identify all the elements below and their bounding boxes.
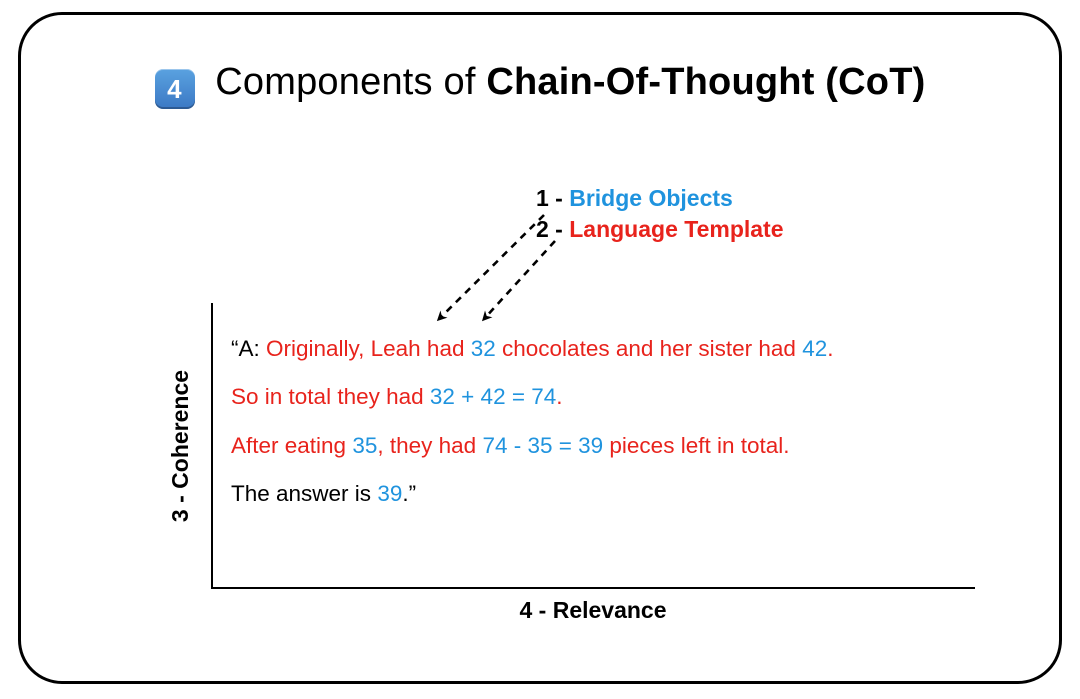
title-prefix: Components of [205, 61, 487, 103]
example-span: , they had [377, 433, 482, 458]
example-span: 32 + 42 = 74 [430, 384, 556, 409]
example-line: So in total they had 32 + 42 = 74. [231, 373, 961, 421]
example-line: “A: Originally, Leah had 32 chocolates a… [231, 325, 961, 373]
legend-2-num: 2 - [536, 216, 569, 242]
slide-frame: 4 Components of Chain-Of-Thought (CoT) 1… [18, 12, 1062, 684]
legend: 1 - Bridge Objects 2 - Language Template [536, 183, 784, 245]
keycap-4-icon: 4 [155, 69, 195, 109]
example-span: 35 [352, 433, 377, 458]
legend-row-1: 1 - Bridge Objects [536, 183, 784, 214]
legend-1-label: Bridge Objects [569, 185, 733, 211]
legend-row-2: 2 - Language Template [536, 214, 784, 245]
example-span: . [556, 384, 562, 409]
example-span: So in total they had [231, 384, 430, 409]
example-span: 32 [471, 336, 496, 361]
title-bold: Chain-Of-Thought (CoT) [486, 61, 925, 103]
example-span: chocolates and her sister had [496, 336, 802, 361]
legend-2-label: Language Template [569, 216, 783, 242]
y-axis-label: 3 - Coherence [167, 303, 197, 589]
example-line: After eating 35, they had 74 - 35 = 39 p… [231, 422, 961, 470]
x-axis-label: 4 - Relevance [211, 597, 975, 624]
example-text: “A: Originally, Leah had 32 chocolates a… [231, 325, 961, 519]
legend-1-num: 1 - [536, 185, 569, 211]
example-span: “A: [231, 336, 266, 361]
example-span: The answer is [231, 481, 377, 506]
example-span: After eating [231, 433, 352, 458]
example-span: 74 - 35 = 39 [482, 433, 603, 458]
example-span: . [827, 336, 833, 361]
slide-title: 4 Components of Chain-Of-Thought (CoT) [21, 61, 1059, 109]
example-line: The answer is 39.” [231, 470, 961, 518]
example-span: Originally, Leah had [266, 336, 471, 361]
example-span: 42 [802, 336, 827, 361]
example-span: 39 [377, 481, 402, 506]
example-span: .” [402, 481, 416, 506]
example-span: pieces left in total. [603, 433, 789, 458]
